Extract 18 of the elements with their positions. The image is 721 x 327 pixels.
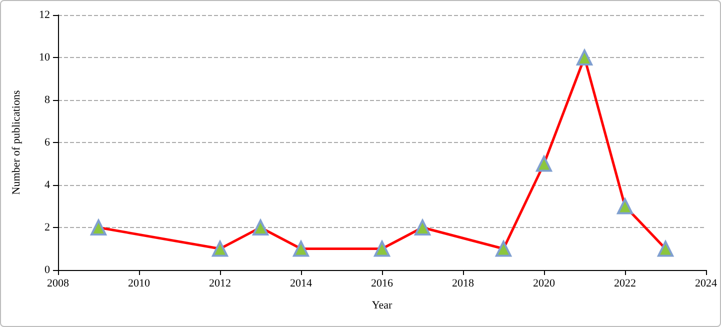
y-axis-title: Number of publications — [10, 90, 22, 195]
x-tick-label: 2014 — [290, 278, 312, 290]
y-tick-label: 8 — [44, 94, 50, 106]
x-tick-label: 2018 — [452, 278, 474, 290]
y-tick-label: 6 — [44, 136, 50, 148]
x-tick-label: 2024 — [695, 278, 718, 290]
x-tick-label: 2010 — [128, 278, 150, 290]
y-tick-label: 2 — [44, 222, 50, 234]
y-tick-label: 12 — [39, 9, 50, 21]
x-axis-title: Year — [372, 300, 392, 312]
x-tick-label: 2020 — [533, 278, 556, 290]
y-tick-label: 4 — [44, 179, 50, 191]
x-tick-label: 2012 — [209, 278, 231, 290]
x-tick-label: 2016 — [371, 278, 394, 290]
y-tick-label: 0 — [44, 264, 50, 276]
x-tick-label: 2022 — [614, 278, 636, 290]
y-tick-label: 10 — [39, 52, 50, 64]
x-tick-label: 2008 — [47, 278, 70, 290]
